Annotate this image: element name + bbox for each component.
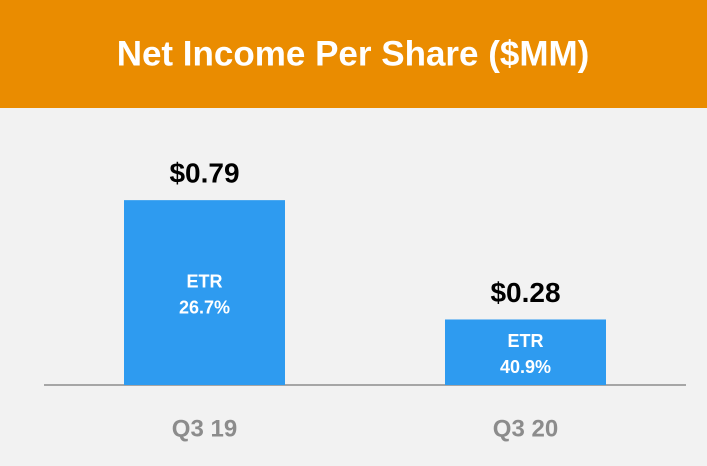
bar	[124, 200, 285, 385]
header	[0, 0, 707, 108]
x-tick-label: Q3 20	[493, 415, 558, 442]
value-label: $0.79	[169, 158, 239, 189]
value-label: $0.28	[490, 277, 560, 308]
etr-label: 26.7%	[179, 297, 230, 317]
chart-title: Net Income Per Share ($MM)	[117, 34, 590, 73]
inner-label: ETR	[187, 271, 223, 291]
etr-label: 40.9%	[500, 357, 551, 377]
bar	[445, 319, 606, 385]
inner-label: ETR	[508, 331, 544, 351]
x-tick-label: Q3 19	[172, 415, 237, 442]
